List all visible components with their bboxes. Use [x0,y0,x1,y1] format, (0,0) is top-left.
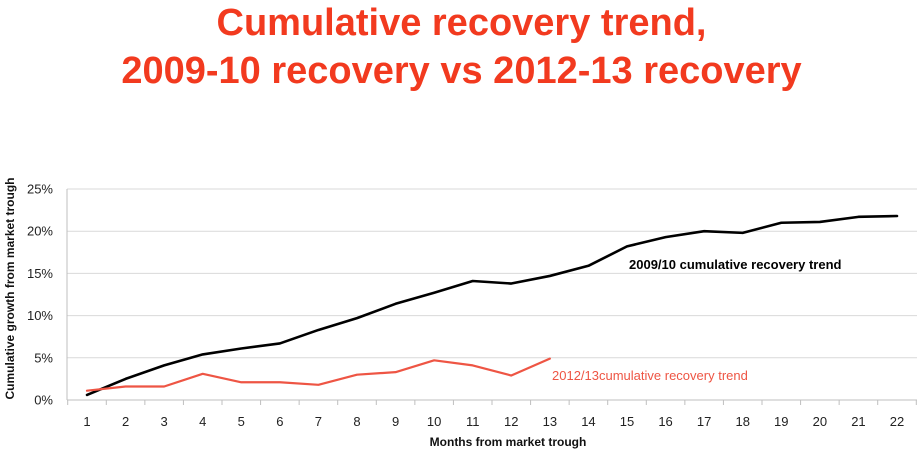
chart-title-line-2: 2009-10 recovery vs 2012-13 recovery [121,50,802,92]
x-tick-label: 22 [890,414,904,429]
x-tick-labels: 1 2 3 4 5 6 7 8 9 10 11 12 13 14 15 16 17 18 19 20 21 22 [83,414,904,429]
x-tick-label: 12 [504,414,518,429]
y-tick-label: 15% [27,266,53,281]
x-tick-label: 5 [238,414,245,429]
x-tick-label: 9 [392,414,399,429]
x-tick-label: 17 [697,414,711,429]
x-tick-label: 2 [122,414,129,429]
y-tick-label: 20% [27,224,53,239]
x-tick-label: 7 [315,414,322,429]
x-tick-label: 14 [581,414,595,429]
x-tick-label: 6 [276,414,283,429]
y-tick-labels: 0% 5% 10% 15% 20% 25% [27,182,53,408]
y-tick-label: 10% [27,308,53,323]
gridlines [67,188,917,359]
series-line-2012-13 [85,357,551,392]
y-axis-title: Cumulative growth from market trough [3,177,17,399]
x-tick-label: 3 [161,414,168,429]
series-labels: 2009/10 cumulative recovery trend 2012/13… [552,257,842,383]
series-line-2009-10 [85,214,899,397]
x-tick-label: 4 [199,414,206,429]
x-axis-title: Months from market trough [430,435,587,449]
x-tick-label: 18 [735,414,749,429]
x-tick-label: 1 [83,414,90,429]
x-tick-label: 20 [813,414,827,429]
y-tick-label: 0% [34,393,53,408]
axes [66,189,917,405]
series-label-2009-10: 2009/10 cumulative recovery trend [629,257,842,272]
x-tick-label: 19 [774,414,788,429]
series-lines [85,214,899,397]
x-tick-label: 16 [658,414,672,429]
y-tick-label: 25% [27,182,53,197]
chart-title-line-1: Cumulative recovery trend, [216,2,707,44]
series-label-2012-13: 2012/13cumulative recovery trend [552,368,748,383]
x-tick-label: 15 [620,414,634,429]
x-tick-label: 8 [353,414,360,429]
x-tick-label: 13 [543,414,557,429]
x-tick-label: 21 [851,414,865,429]
x-tick-label: 10 [427,414,441,429]
y-tick-label: 5% [34,350,53,365]
x-tick-label: 11 [466,414,480,429]
